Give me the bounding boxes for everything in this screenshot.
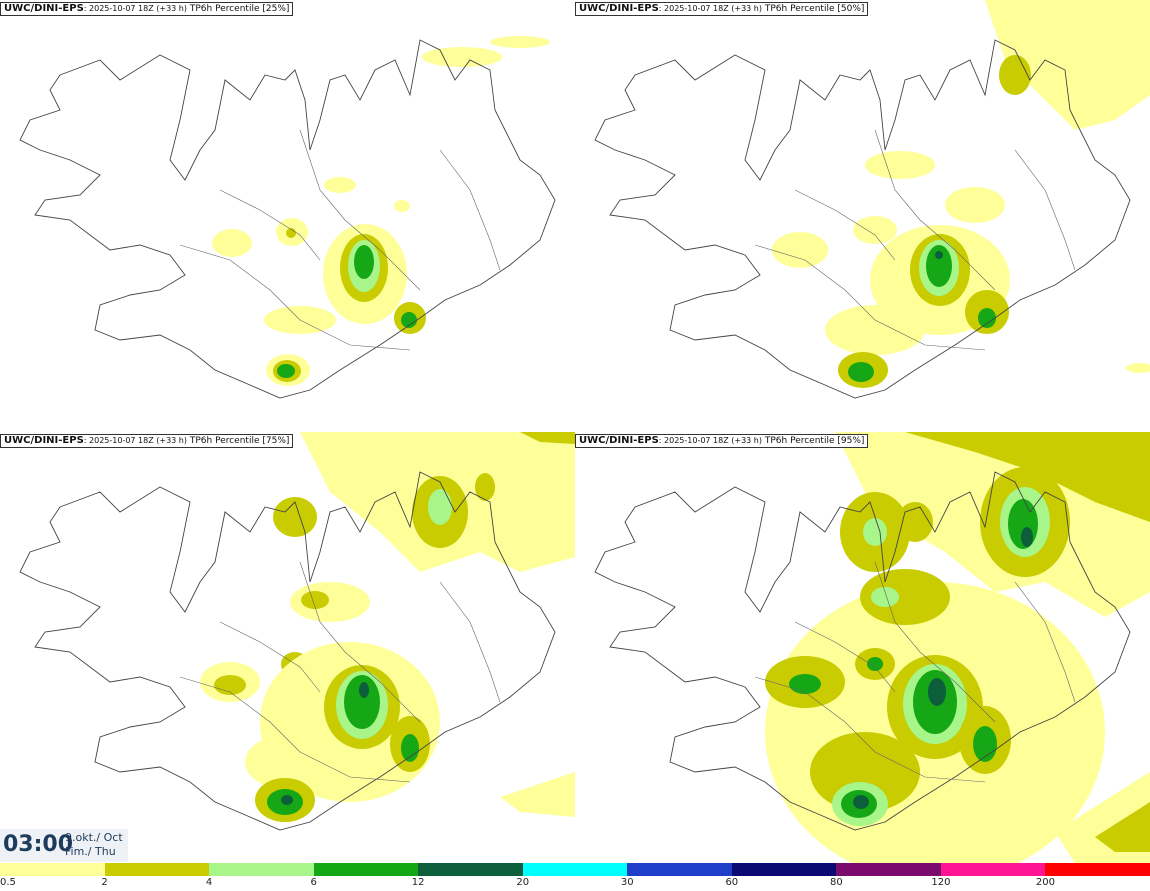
panel-title: UWC/DINI-EPS: 2025-10-07 18Z (+33 h) TP6…	[0, 2, 294, 16]
legend-tick-label: 20	[516, 877, 530, 888]
legend-tick-label: 200	[1035, 877, 1055, 888]
panel-title: UWC/DINI-EPS: 2025-10-07 18Z (+33 h) TP6…	[0, 434, 294, 448]
precip-map	[19, 36, 556, 399]
legend-tick-label: 12	[411, 877, 425, 888]
legend-tick-label: 6	[310, 877, 317, 888]
legend-tick-label: 0.5	[0, 877, 16, 888]
iceland-coastline	[594, 39, 1131, 399]
valid-time-clock: 03:00	[3, 832, 74, 857]
valid-time-box: 03:00 9.okt./ Oct Fim./ Thu	[0, 829, 128, 862]
legend-swatch	[940, 863, 1046, 876]
legend-tick-label: 30	[620, 877, 634, 888]
legend-swatch	[0, 863, 105, 876]
precip-fields	[765, 432, 1150, 863]
panel-title: UWC/DINI-EPS: 2025-10-07 18Z (+33 h) TP6…	[575, 434, 869, 448]
legend-swatch	[731, 863, 837, 876]
legend-tick-label: 120	[931, 877, 951, 888]
legend-tick-label: 80	[829, 877, 843, 888]
valid-date-line1: 9.okt./ Oct	[65, 831, 123, 844]
precip-map	[594, 0, 1150, 399]
legend-swatch	[836, 863, 941, 876]
panel-title: UWC/DINI-EPS: 2025-10-07 18Z (+33 h) TP6…	[575, 2, 869, 16]
legend-swatch	[522, 863, 628, 876]
legend-tick-label: 4	[205, 877, 213, 888]
legend-swatch	[104, 863, 210, 876]
legend-swatch	[313, 863, 419, 876]
valid-date-line2: Fim./ Thu	[65, 845, 116, 858]
precip-map	[594, 432, 1150, 863]
legend-swatch	[627, 863, 732, 876]
map-panel-p95: UWC/DINI-EPS: 2025-10-07 18Z (+33 h) TP6…	[575, 432, 1150, 863]
precip-fields	[772, 0, 1150, 388]
iceland-coastline	[19, 39, 556, 399]
legend-tick-label: 2	[101, 877, 108, 888]
legend-swatch	[418, 863, 523, 876]
map-panel-p50: UWC/DINI-EPS: 2025-10-07 18Z (+33 h) TP6…	[575, 0, 1150, 431]
map-panel-p25: UWC/DINI-EPS: 2025-10-07 18Z (+33 h) TP6…	[0, 0, 575, 431]
map-panel-p75: UWC/DINI-EPS: 2025-10-07 18Z (+33 h) TP6…	[0, 432, 575, 863]
iceland-coastline	[594, 471, 1131, 831]
precip-legend: 0.5 2 4 6 12 20 30 60 80 120 200	[0, 863, 1150, 891]
precip-fields	[200, 432, 575, 822]
legend-tick-label: 60	[725, 877, 739, 888]
precip-map	[19, 432, 575, 831]
iceland-coastline	[19, 471, 556, 831]
legend-colorbar	[0, 863, 1150, 876]
legend-swatch	[209, 863, 314, 876]
precip-fields	[212, 36, 550, 386]
legend-swatch	[1045, 863, 1150, 876]
valid-time-date: 9.okt./ Oct Fim./ Thu	[65, 831, 123, 859]
